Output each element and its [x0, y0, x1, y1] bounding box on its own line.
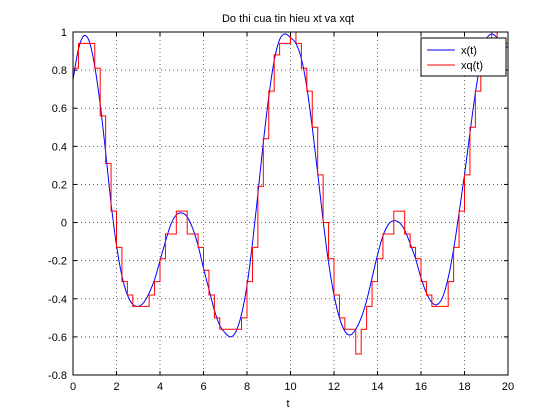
x-axis-label: t	[286, 398, 289, 410]
y-tick-label: 0.6	[52, 103, 67, 115]
y-tick-label: 0.2	[52, 179, 67, 191]
x-tick-label: 4	[157, 381, 163, 393]
x-tick-label: 10	[284, 381, 296, 393]
x-tick-label: 20	[502, 381, 514, 393]
y-tick-label: -0.4	[48, 294, 67, 306]
y-tick-label: 0.4	[52, 141, 67, 153]
x-tick-label: 14	[371, 381, 383, 393]
grid	[73, 32, 508, 375]
y-tick-label: -0.8	[48, 370, 67, 382]
y-tick-label: 0.8	[52, 65, 67, 77]
x-tick-label: 16	[415, 381, 427, 393]
x-tick-label: 2	[113, 381, 119, 393]
series-layer	[72, 31, 509, 355]
legend-label: xq(t)	[461, 60, 483, 72]
legend-label: x(t)	[461, 45, 477, 57]
plot-area	[73, 32, 508, 375]
y-tick-label: 0	[61, 218, 67, 230]
legend-box	[420, 37, 507, 77]
x-tick-label: 8	[244, 381, 250, 393]
x-tick-label: 12	[328, 381, 340, 393]
y-tick-label: 1	[61, 27, 67, 39]
series-line-xqt	[73, 31, 508, 355]
y-tick-label: -0.6	[48, 332, 67, 344]
axes: 0 2 4 6 8 10 12 14 16 18 20 -0.8 -0.6 -0.4 -0.2 0 0.2 0.4…	[48, 27, 514, 393]
legend: x(t) xq(t)	[420, 37, 507, 77]
y-tick-label: -0.2	[48, 256, 67, 268]
x-tick-label: 0	[70, 381, 76, 393]
x-tick-label: 6	[200, 381, 206, 393]
x-tick-label: 18	[458, 381, 470, 393]
chart-title: Do thi cua tin hieu xt va xqt	[222, 13, 354, 25]
